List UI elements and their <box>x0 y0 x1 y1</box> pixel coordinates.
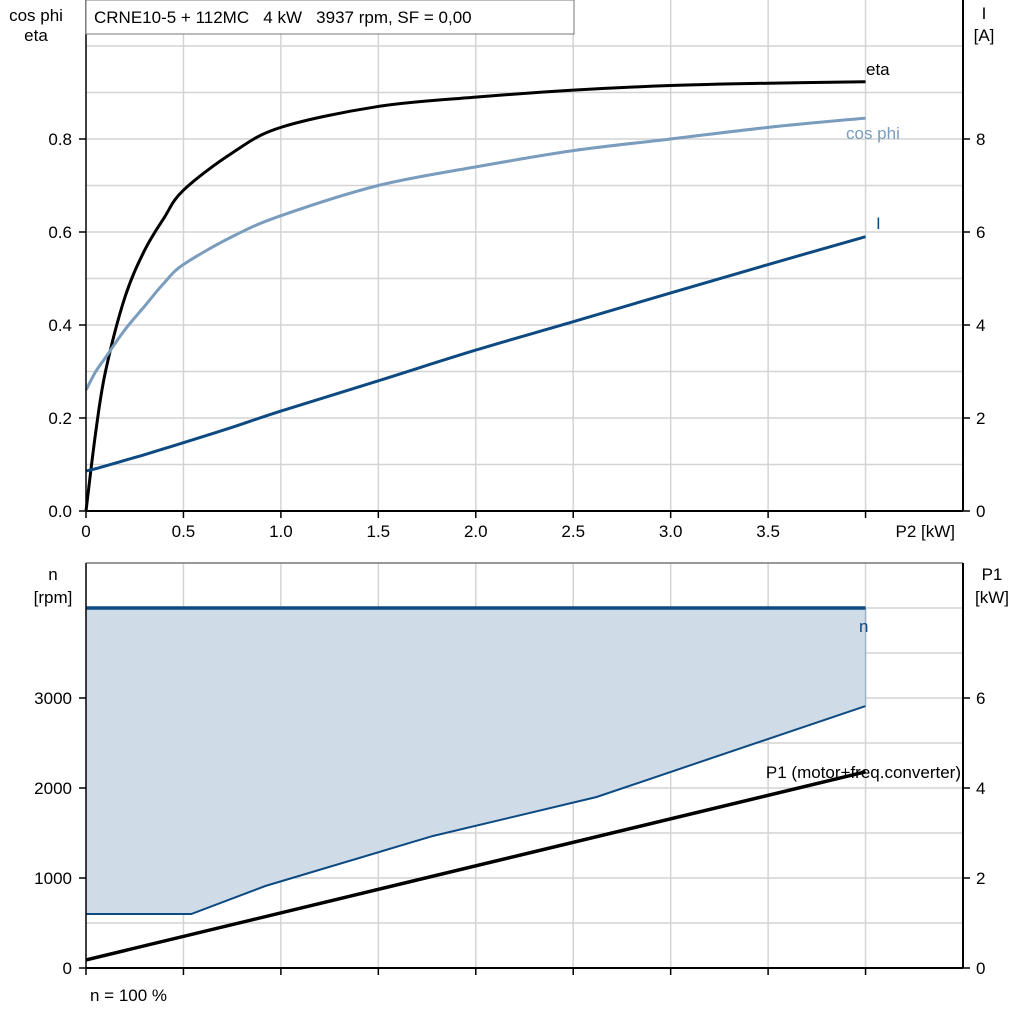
x-tick-label: 3.5 <box>756 522 780 541</box>
top-grid <box>86 0 963 511</box>
title-box <box>85 0 575 35</box>
bottom-left-axis-title-2: [rpm] <box>34 588 73 607</box>
y-right-tick-label: 0 <box>976 959 985 978</box>
top-left-axis-title-2: eta <box>24 26 48 45</box>
y-left-tick-label: 0.6 <box>48 223 72 242</box>
y-right-tick-label: 6 <box>976 223 985 242</box>
top-left-axis-title-1: cos phi <box>9 6 63 25</box>
x-tick-label: 0.5 <box>172 522 196 541</box>
eta-curve <box>84 80 866 512</box>
y-right-tick-label: 4 <box>976 316 985 335</box>
x-tick-label: 1.5 <box>367 522 391 541</box>
y-left-tick-label: 0.2 <box>48 409 72 428</box>
series-label-cos-phi: cos phi <box>846 124 900 143</box>
bottom-right-axis-title-1: P1 <box>982 565 1003 584</box>
y-left-tick-label: 0.8 <box>48 130 72 149</box>
top-x-axis-title: P2 [kW] <box>895 522 955 541</box>
chart-title: CRNE10-5 + 112MC 4 kW 3937 rpm, SF = 0,0… <box>94 8 472 27</box>
bottom-right-axis-title-2: [kW] <box>975 588 1009 607</box>
cos-phi-curve <box>84 116 866 391</box>
min-speed-line <box>86 705 866 915</box>
x-tick-label: 3.0 <box>659 522 683 541</box>
x-tick-label: 2.5 <box>561 522 585 541</box>
series-label-eta: eta <box>866 60 890 79</box>
series-label-p1: P1 (motor+freq.converter) <box>766 763 961 782</box>
y-left-tick-label: 2000 <box>34 779 72 798</box>
y-right-tick-label: 2 <box>976 409 985 428</box>
x-tick-label: 2.0 <box>464 522 488 541</box>
x-tick-label: 0 <box>81 522 90 541</box>
bottom-left-axis-title-1: n <box>48 565 57 584</box>
y-right-tick-label: 2 <box>976 869 985 888</box>
y-left-tick-label: 0.4 <box>48 316 72 335</box>
y-right-tick-label: 0 <box>976 502 985 521</box>
y-left-tick-label: 0 <box>63 959 72 978</box>
top-right-axis-title-1: I <box>982 4 987 23</box>
y-right-tick-label: 8 <box>976 130 985 149</box>
y-right-tick-label: 4 <box>976 779 985 798</box>
series-label-i: I <box>876 214 881 233</box>
footnote: n = 100 % <box>90 986 167 1005</box>
y-left-tick-label: 0.0 <box>48 502 72 521</box>
y-left-tick-label: 3000 <box>34 689 72 708</box>
y-left-tick-label: 1000 <box>34 869 72 888</box>
series-label-n: n <box>859 617 868 636</box>
x-tick-label: 1.0 <box>269 522 293 541</box>
current-curve <box>85 235 866 473</box>
y-right-tick-label: 6 <box>976 689 985 708</box>
p1-line <box>85 770 866 962</box>
speed-range-band <box>86 608 866 914</box>
top-right-axis-title-2: [A] <box>974 26 995 45</box>
